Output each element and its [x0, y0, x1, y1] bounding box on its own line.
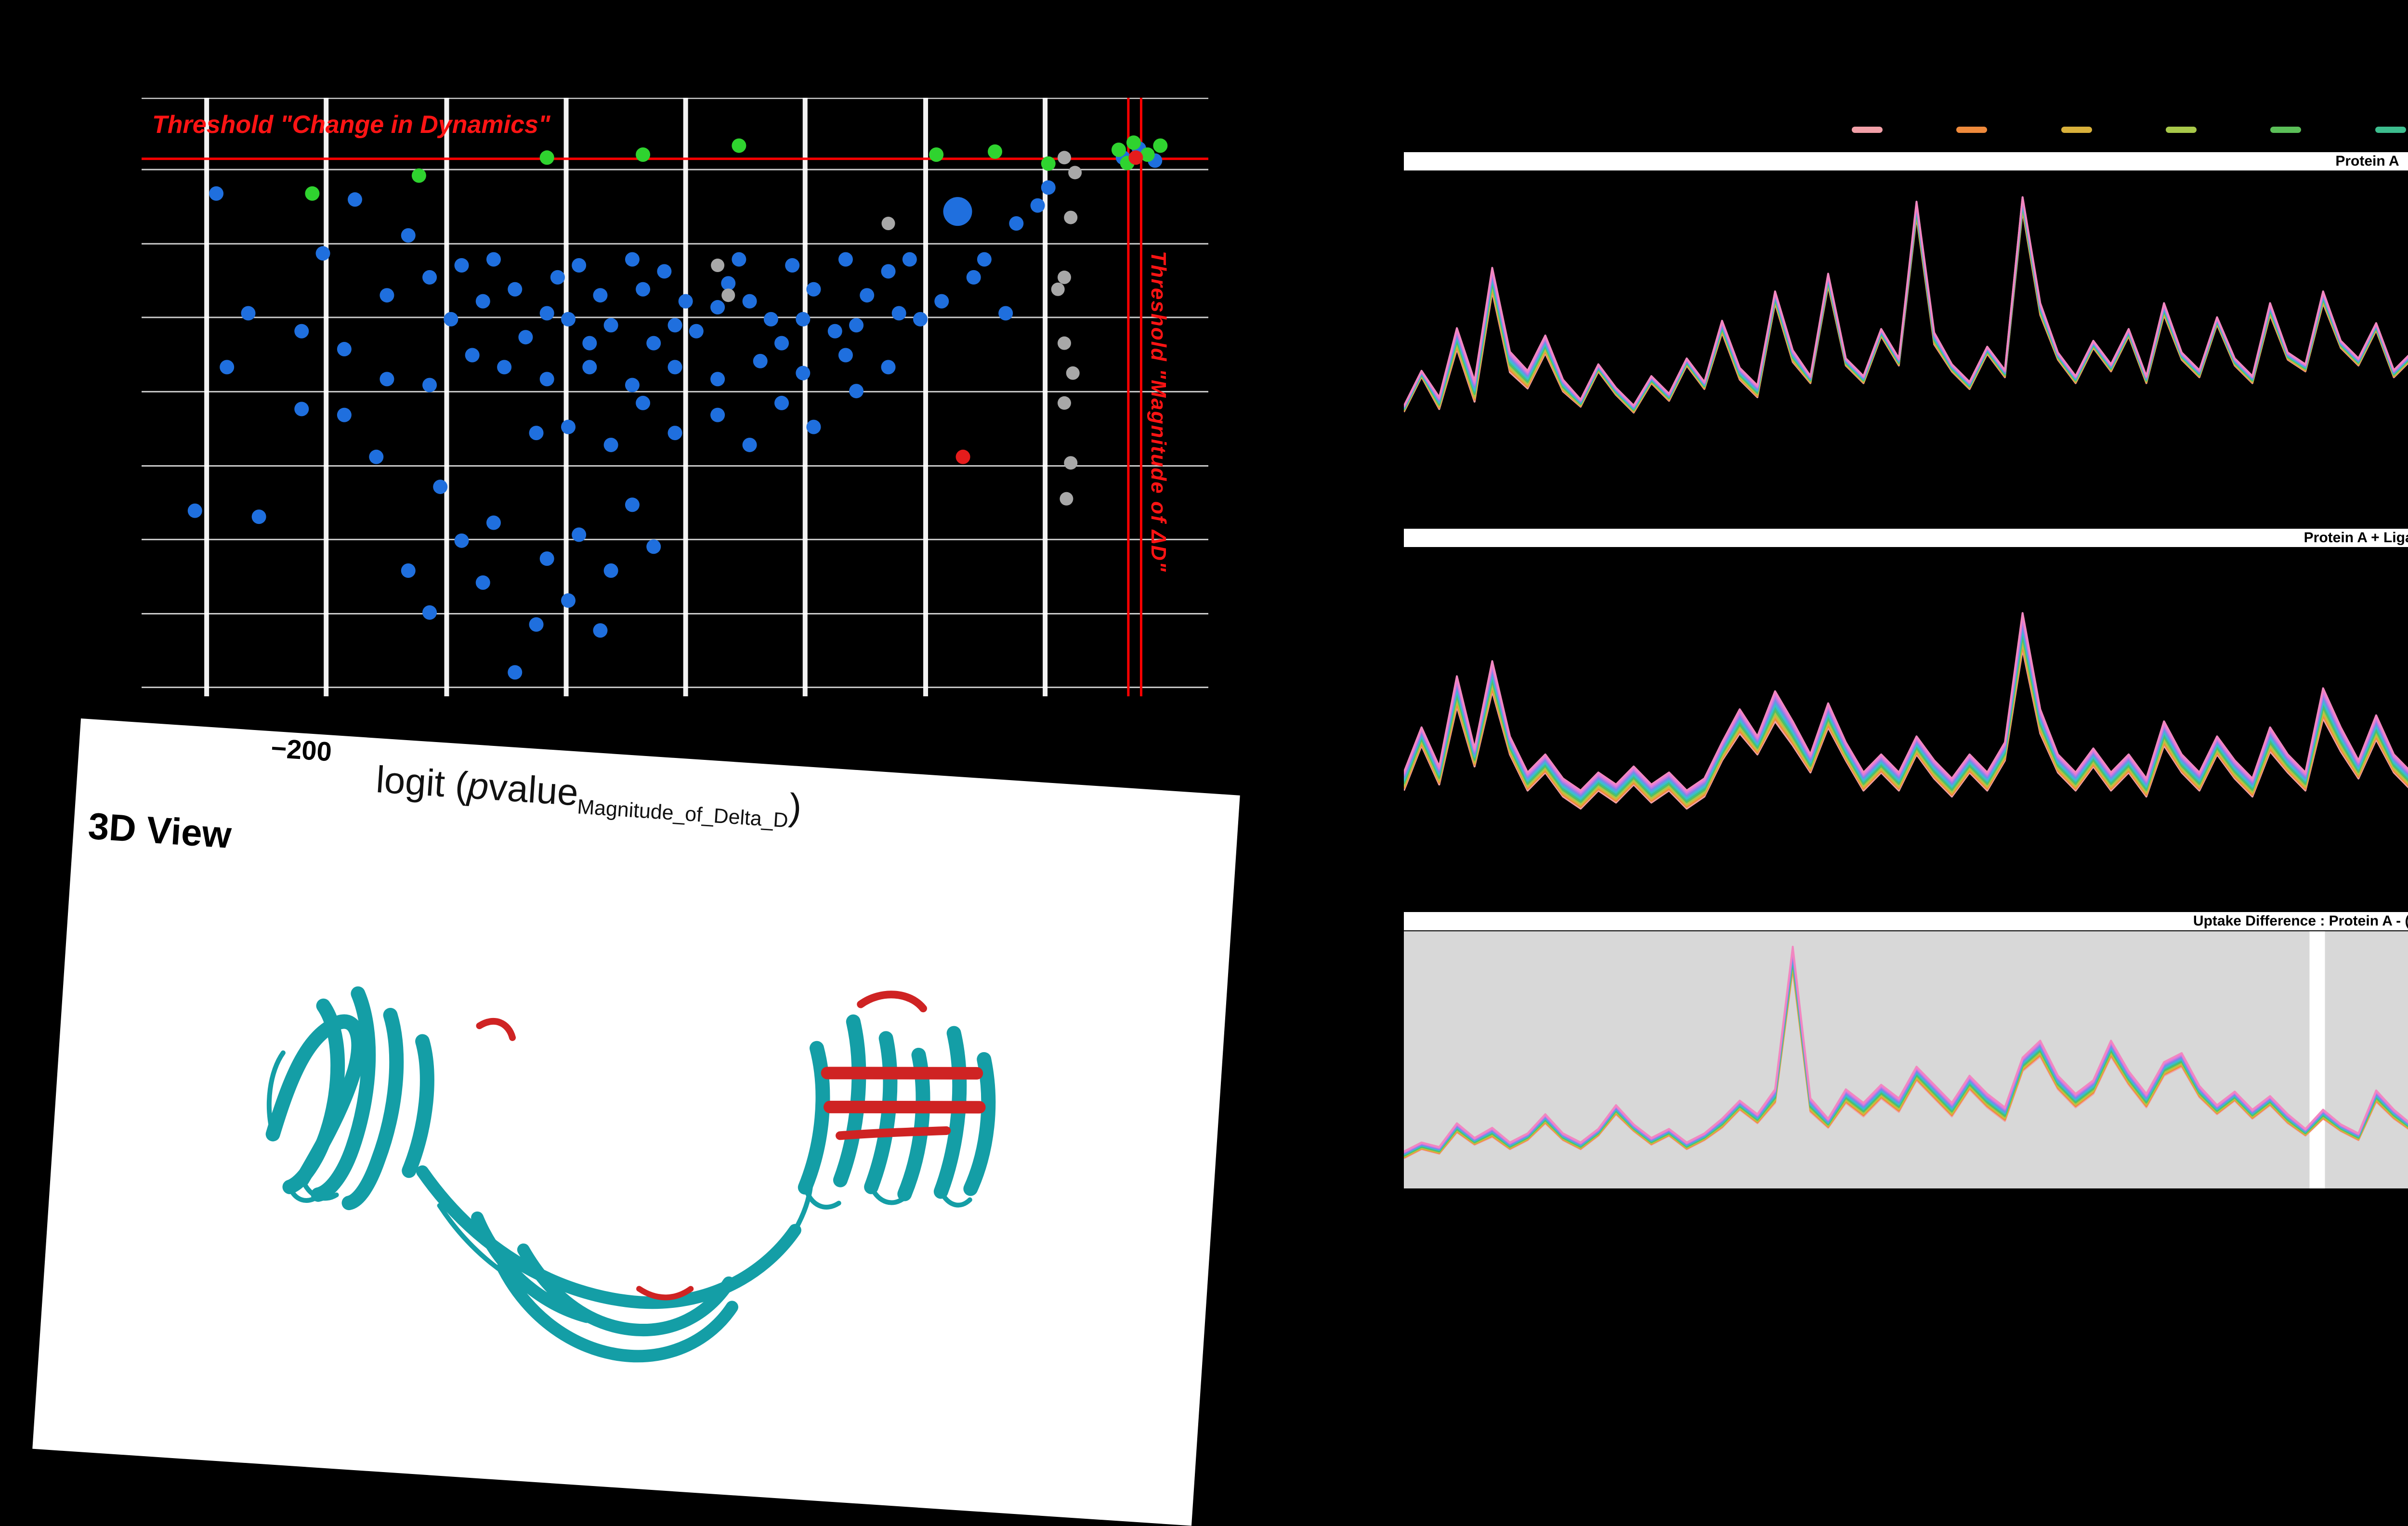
volcano-scatter-area[interactable] [142, 98, 1208, 696]
legend-swatch[interactable] [2061, 127, 2092, 133]
timepoint-legend [1852, 126, 2408, 133]
x-axis-title: logit (pvalueMagnitude_of_Delta_D) [374, 757, 803, 834]
protein-ribbon-red [476, 991, 986, 1301]
x-axis-tick-label: −200 [270, 732, 333, 767]
legend-swatch[interactable] [1852, 127, 1883, 133]
legend-swatch[interactable] [1956, 127, 1988, 133]
protein-3d-viewer[interactable] [156, 861, 1153, 1477]
3d-view-title: 3D View [87, 804, 233, 857]
legend-swatch[interactable] [2270, 127, 2302, 133]
3d-view-window: −200 logit (pvalueMagnitude_of_Delta_D) … [32, 718, 1240, 1526]
axis-label-p: p [466, 764, 490, 808]
axis-label-subscript: Magnitude_of_Delta_D [576, 795, 789, 833]
axis-label-suffix: ) [787, 785, 803, 829]
axis-label-prefix: logit ( [375, 757, 470, 807]
axis-label-mid: value [487, 765, 580, 814]
uptake-plot-protein-a-ligand[interactable] [1404, 550, 2408, 892]
panel-title-protein-a: Protein A [1404, 152, 2408, 170]
threshold-magnitude-label: Threshold "Magnitude of ΔD" [1147, 251, 1170, 573]
volcano-plot: Threshold "Change in Dynamics" Threshold… [142, 98, 1208, 696]
legend-swatch[interactable] [2375, 127, 2406, 133]
panel-title-uptake-difference: Uptake Difference : Protein A - (Protein… [1404, 912, 2408, 930]
threshold-dynamics-label: Threshold "Change in Dynamics" [152, 111, 550, 139]
uptake-plot-protein-a[interactable] [1404, 177, 2408, 511]
legend-swatch[interactable] [2166, 127, 2197, 133]
panel-title-protein-a-ligand: Protein A + Ligand [1404, 529, 2408, 547]
uptake-difference-plot[interactable] [1404, 931, 2408, 1188]
protein-ribbon-teal [265, 986, 996, 1363]
